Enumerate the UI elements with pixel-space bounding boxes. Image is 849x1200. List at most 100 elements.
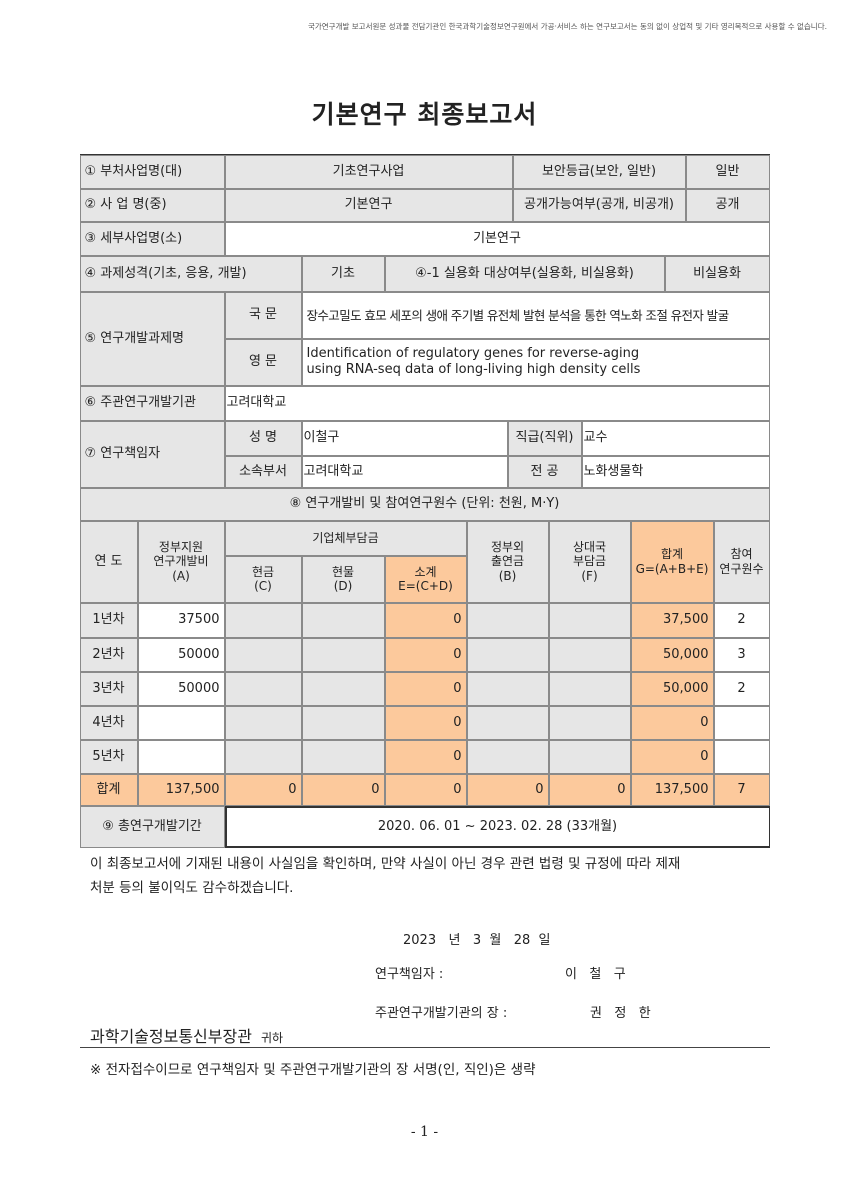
cell-people: 2 (713, 602, 770, 638)
head-name: 권 정 한 (590, 1006, 651, 1021)
cell-total: 50,000 (630, 671, 714, 706)
addressee-name: 과학기술정보통신부장관 (90, 1027, 252, 1046)
header-in-kind: 현물 (D) (301, 555, 385, 603)
page-title: 기본연구 최종보고서 (311, 100, 538, 129)
label-korean-title: 국 문 (224, 291, 302, 339)
label-subprogram: ③ 세부사업명(소) (79, 221, 225, 256)
value-major: 노화생물학 (581, 455, 770, 488)
pi-name: 이 철 구 (565, 967, 626, 982)
page-number: - 1 - (410, 1124, 439, 1140)
cell-nongov (466, 671, 549, 706)
header-year: 연 도 (79, 520, 138, 603)
cell-sub: 0 (384, 602, 467, 638)
cell-people: 2 (713, 671, 770, 706)
cell-nongov (466, 705, 549, 740)
cell-total: 0 (630, 705, 714, 740)
value-subprogram: 기본연구 (224, 221, 770, 256)
cell-kind (301, 637, 385, 672)
value-lead-institution: 고려대학교 (224, 385, 770, 421)
value-project-nature: 기초 (301, 255, 385, 292)
english-title-line-2: using RNA-seq data of long-living high d… (306, 362, 641, 377)
header-cash: 현금 (C) (224, 555, 302, 603)
cell-total: 50,000 (630, 637, 714, 672)
cell-kind: 0 (301, 773, 385, 806)
cell-partner (548, 739, 631, 774)
value-disclosure: 공개 (685, 188, 770, 222)
label-period: ⑨ 총연구개발기간 (79, 805, 225, 848)
cell-sub: 0 (384, 705, 467, 740)
label-budget-section: ⑧ 연구개발비 및 참여연구원수 (단위: 천원, M·Y) (79, 487, 770, 521)
cell-nongov (466, 739, 549, 774)
cell-partner (548, 637, 631, 672)
cell-gov: 137,500 (137, 773, 225, 806)
label-project-title: ⑤ 연구개발과제명 (79, 291, 225, 386)
cell-year: 5년차 (79, 739, 138, 774)
cell-sub: 0 (384, 739, 467, 774)
cell-year: 4년차 (79, 705, 138, 740)
addressee-suffix: 귀하 (261, 1031, 284, 1045)
cell-cash: 0 (224, 773, 302, 806)
cell-partner (548, 671, 631, 706)
cell-cash (224, 602, 302, 638)
label-commercialization: ④-1 실용화 대상여부(실용화, 비실용화) (384, 255, 665, 292)
statement-line-2: 처분 등의 불이익도 감수하겠습니다. (90, 880, 294, 896)
addressee: 과학기술정보통신부장관 귀하 (90, 1023, 283, 1047)
cell-total: 137,500 (630, 773, 714, 806)
statement-line-1: 이 최종보고서에 기재된 내용이 사실임을 확인하며, 만약 사실이 아닌 경우… (90, 856, 681, 872)
cell-cash (224, 705, 302, 740)
label-project-nature: ④ 과제성격(기초, 응용, 개발) (79, 255, 302, 292)
cell-total: 0 (630, 739, 714, 774)
report-date: 2023 년 3 월 28 일 (403, 933, 551, 948)
cell-nongov (466, 637, 549, 672)
cell-kind (301, 705, 385, 740)
header-partner: 상대국 부담금 (F) (548, 520, 631, 603)
label-security-level: 보안등급(보안, 일반) (512, 154, 686, 189)
value-period: 2020. 06. 01 ~ 2023. 02. 28 (33개월) (224, 805, 770, 848)
pi-label: 연구책임자 : (375, 967, 444, 982)
label-name: 성 명 (224, 420, 302, 456)
header-corporate: 기업체부담금 (224, 520, 467, 556)
header-subtotal: 소계 E=(C+D) (384, 555, 467, 603)
cell-kind (301, 602, 385, 638)
label-ministry-program: ① 부처사업명(대) (79, 154, 225, 189)
cell-people (713, 705, 770, 740)
label-department: 소속부서 (224, 455, 302, 488)
label-position: 직급(직위) (507, 420, 582, 456)
header-non-gov: 정부외 출연금 (B) (466, 520, 549, 603)
cell-kind (301, 739, 385, 774)
cell-nongov: 0 (466, 773, 549, 806)
value-department: 고려대학교 (301, 455, 508, 488)
cell-year: 2년차 (79, 637, 138, 672)
cell-partner (548, 602, 631, 638)
cell-people: 7 (713, 773, 770, 806)
cell-total: 37,500 (630, 602, 714, 638)
cell-partner: 0 (548, 773, 631, 806)
footnote: ※ 전자접수이므로 연구책임자 및 주관연구개발기관의 장 서명(인, 직인)은… (90, 1062, 536, 1078)
cell-partner (548, 705, 631, 740)
cell-people (713, 739, 770, 774)
value-program: 기본연구 (224, 188, 513, 222)
cell-people: 3 (713, 637, 770, 672)
value-ministry-program: 기초연구사업 (224, 154, 513, 189)
label-lead-institution: ⑥ 주관연구개발기관 (79, 385, 225, 421)
value-korean-title: 장수고밀도 효모 세포의 생애 주기별 유전체 발현 분석을 통한 역노화 조절… (301, 291, 770, 339)
cell-kind (301, 671, 385, 706)
cell-gov: 50000 (137, 637, 225, 672)
value-commercialization: 비실용화 (664, 255, 770, 292)
cell-cash (224, 671, 302, 706)
value-security-level: 일반 (685, 154, 770, 189)
label-principal-investigator: ⑦ 연구책임자 (79, 420, 225, 488)
label-english-title: 영 문 (224, 338, 302, 386)
cell-gov: 50000 (137, 671, 225, 706)
cell-gov (137, 705, 225, 740)
cell-year: 3년차 (79, 671, 138, 706)
cell-nongov (466, 602, 549, 638)
copyright-notice: 국가연구개발 보고서원문 성과물 전담기관인 한국과학기술정보연구원에서 가공·… (307, 22, 827, 31)
value-position: 교수 (581, 420, 770, 456)
label-major: 전 공 (507, 455, 582, 488)
english-title-line-1: Identification of regulatory genes for r… (306, 346, 640, 362)
header-gov-funding: 정부지원 연구개발비 (A) (137, 520, 225, 603)
label-disclosure: 공개가능여부(공개, 비공개) (512, 188, 686, 222)
cell-gov: 37500 (137, 602, 225, 638)
